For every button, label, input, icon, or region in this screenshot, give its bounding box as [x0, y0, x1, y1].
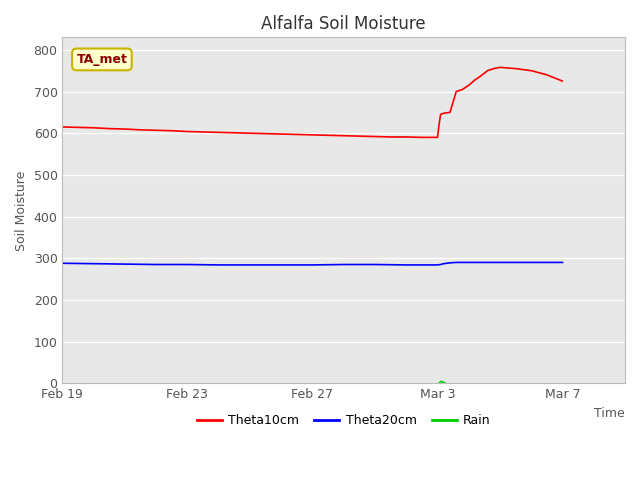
Title: Alfalfa Soil Moisture: Alfalfa Soil Moisture	[261, 15, 426, 33]
Text: TA_met: TA_met	[77, 53, 127, 66]
Legend: Theta10cm, Theta20cm, Rain: Theta10cm, Theta20cm, Rain	[192, 409, 495, 432]
Y-axis label: Soil Moisture: Soil Moisture	[15, 170, 28, 251]
X-axis label: Time: Time	[595, 407, 625, 420]
